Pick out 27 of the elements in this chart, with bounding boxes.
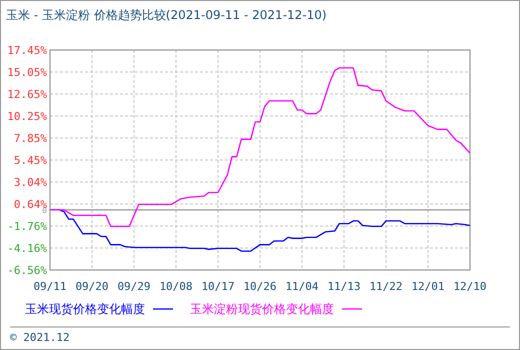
x-tick-label: 09/20 (75, 280, 109, 293)
y-tick-label: 15.05% (7, 66, 48, 79)
x-tick-label: 09/11 (33, 280, 67, 293)
line-series (49, 67, 471, 228)
y-tick-label: -4.16% (7, 242, 48, 256)
y-tick-label: 17.45% (7, 44, 48, 57)
y-tick-label: -6.56% (7, 264, 48, 277)
y-tick-label: 12.65% (7, 88, 48, 101)
x-tick-label: 10/17 (201, 280, 235, 293)
x-tick-label: 12/01 (411, 280, 445, 293)
y-tick-label: -1.76% (7, 220, 48, 234)
y-tick-label: 3.04% (14, 176, 48, 190)
legend-label: 玉米现货价格变化幅度 (25, 302, 145, 316)
x-tick-label: 11/04 (285, 280, 319, 293)
text: © 2021.12 (10, 331, 70, 344)
legend-label: 玉米淀粉现货价格变化幅度 (190, 302, 334, 316)
y-tick-label: 0 (42, 206, 48, 215)
y-tick-label: 5.45% (14, 154, 48, 167)
y-tick-label: 10.25% (7, 110, 48, 123)
x-tick-label: 09/29 (117, 280, 151, 293)
x-tick-label: 12/10 (453, 280, 487, 293)
x-tick-label: 10/26 (243, 280, 277, 293)
y-tick-label: 7.85% (14, 132, 48, 145)
chart-title: 玉米 - 玉米淀粉 价格趋势比较(2021-09-11 - 2021-12-10) (6, 8, 327, 22)
x-tick-label: 11/22 (369, 280, 403, 293)
x-tick-label: 10/08 (159, 280, 193, 293)
x-tick-label: 11/13 (327, 280, 361, 293)
